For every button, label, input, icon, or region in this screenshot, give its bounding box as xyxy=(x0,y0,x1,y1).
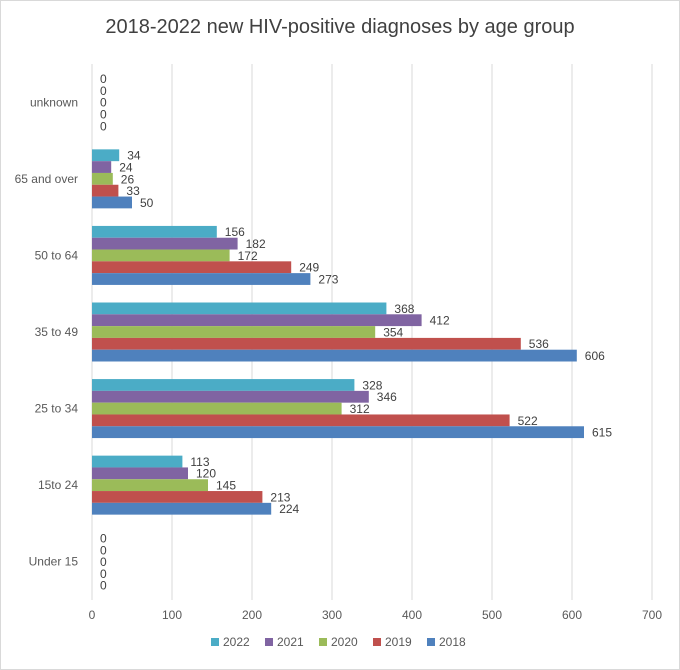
bar xyxy=(92,326,376,338)
bar xyxy=(92,390,369,403)
category-label: 25 to 34 xyxy=(35,402,79,416)
category-label: unknown xyxy=(30,95,78,109)
x-tick-label: 100 xyxy=(162,608,182,622)
bar xyxy=(92,172,113,185)
data-label: 354 xyxy=(383,325,403,339)
data-label: 522 xyxy=(518,414,538,428)
bar xyxy=(92,184,119,197)
data-label: 249 xyxy=(299,261,319,275)
bar xyxy=(92,302,387,315)
bar xyxy=(92,426,584,439)
x-tick-label: 0 xyxy=(89,608,96,622)
data-label: 606 xyxy=(585,349,605,363)
data-label: 0 xyxy=(100,579,107,593)
data-label: 113 xyxy=(190,455,209,469)
legend-label: 2022 xyxy=(223,635,250,649)
data-label: 273 xyxy=(318,272,338,286)
x-tick-label: 500 xyxy=(482,608,502,622)
legend-label: 2020 xyxy=(331,635,358,649)
data-label: 0 xyxy=(100,107,107,121)
category-label: 15to 24 xyxy=(38,478,78,492)
data-label: 0 xyxy=(100,567,107,581)
data-label: 182 xyxy=(246,237,266,251)
legend-swatch xyxy=(211,638,219,646)
bar xyxy=(92,479,208,492)
bar xyxy=(92,273,311,285)
legend-swatch xyxy=(319,638,327,646)
data-label: 0 xyxy=(100,96,107,110)
data-label: 328 xyxy=(362,378,382,392)
bar xyxy=(92,261,292,274)
bar xyxy=(92,237,238,250)
data-label: 0 xyxy=(100,72,107,86)
category-label: 65 and over xyxy=(15,172,78,186)
data-label: 0 xyxy=(100,84,107,98)
data-label: 368 xyxy=(394,302,414,316)
data-label: 312 xyxy=(350,402,370,416)
data-label: 536 xyxy=(529,337,549,351)
x-tick-label: 400 xyxy=(402,608,422,622)
data-label: 172 xyxy=(238,249,258,263)
bar xyxy=(92,491,263,503)
x-tick-label: 600 xyxy=(562,608,582,622)
data-label: 120 xyxy=(196,467,216,481)
data-label: 24 xyxy=(119,160,133,174)
x-tick-label: 300 xyxy=(322,608,342,622)
data-label: 224 xyxy=(279,502,299,516)
bar xyxy=(92,402,342,415)
legend-label: 2019 xyxy=(385,635,412,649)
x-tick-label: 200 xyxy=(242,608,262,622)
data-label: 156 xyxy=(225,225,245,239)
data-label: 50 xyxy=(140,196,154,210)
bar xyxy=(92,196,132,209)
x-tick-label: 700 xyxy=(642,608,662,622)
data-label: 0 xyxy=(100,119,107,133)
bar xyxy=(92,455,183,468)
bar xyxy=(92,249,230,262)
data-label: 412 xyxy=(430,314,450,328)
category-label: 50 to 64 xyxy=(35,248,79,262)
data-label: 213 xyxy=(270,490,290,504)
bar xyxy=(92,467,188,480)
bar xyxy=(92,414,510,427)
data-label: 0 xyxy=(100,555,107,569)
legend-label: 2018 xyxy=(439,635,466,649)
bar xyxy=(92,161,112,173)
bar xyxy=(92,337,521,350)
data-label: 145 xyxy=(216,479,236,493)
data-label: 615 xyxy=(592,426,612,440)
data-label: 34 xyxy=(127,149,141,163)
data-label: 26 xyxy=(121,172,135,186)
bar xyxy=(92,379,355,391)
legend-swatch xyxy=(427,638,435,646)
bar xyxy=(92,225,217,238)
category-label: 35 to 49 xyxy=(35,325,79,339)
data-label: 33 xyxy=(126,184,140,198)
legend-label: 2021 xyxy=(277,635,304,649)
category-label: Under 15 xyxy=(29,555,79,569)
data-label: 0 xyxy=(100,532,107,546)
bar xyxy=(92,502,272,515)
data-label: 0 xyxy=(100,543,107,557)
bar xyxy=(92,314,422,327)
chart-title: 2018-2022 new HIV-positive diagnoses by … xyxy=(105,16,575,38)
legend-swatch xyxy=(373,638,381,646)
data-label: 346 xyxy=(377,390,397,404)
bar xyxy=(92,149,120,162)
bar xyxy=(92,349,577,362)
legend-swatch xyxy=(265,638,273,646)
